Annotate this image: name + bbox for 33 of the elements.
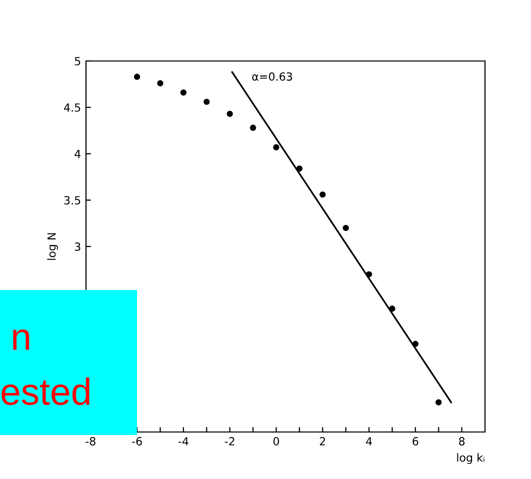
point	[412, 340, 419, 347]
point	[226, 110, 233, 117]
y-tick-label: 4	[74, 150, 81, 158]
y-axis-title: log N	[47, 233, 58, 260]
text: n	[13, 330, 30, 350]
point	[342, 224, 349, 232]
point	[204, 98, 210, 105]
x-tick-label: 4	[366, 437, 372, 446]
point	[389, 306, 396, 312]
point	[157, 80, 164, 86]
y-tick-label: 5	[74, 57, 80, 66]
y-tick-label: 3.5	[64, 196, 80, 205]
annotation: α=0.63	[252, 72, 292, 81]
x-tick-label: 8	[459, 437, 465, 446]
point	[320, 191, 326, 198]
point	[296, 165, 303, 172]
point	[134, 74, 140, 80]
x-tick-label: 2	[320, 437, 326, 446]
y-tick-label: 3	[74, 242, 80, 251]
annotation: ested	[2, 378, 90, 406]
x-tick-label: 0	[273, 437, 280, 446]
x-axis-title: log kᵢ	[457, 453, 484, 464]
point	[250, 124, 256, 131]
point	[273, 144, 280, 150]
point	[366, 271, 372, 278]
x-tick-label: -8	[86, 437, 96, 446]
x-tick-label: -2	[224, 437, 234, 446]
x-tick-label: 6	[412, 437, 418, 446]
x-tick-label: -6	[132, 437, 142, 446]
point	[180, 89, 187, 96]
y-tick-label: 4.5	[64, 103, 80, 112]
point	[436, 399, 442, 406]
x-tick-label: -4	[178, 437, 188, 446]
